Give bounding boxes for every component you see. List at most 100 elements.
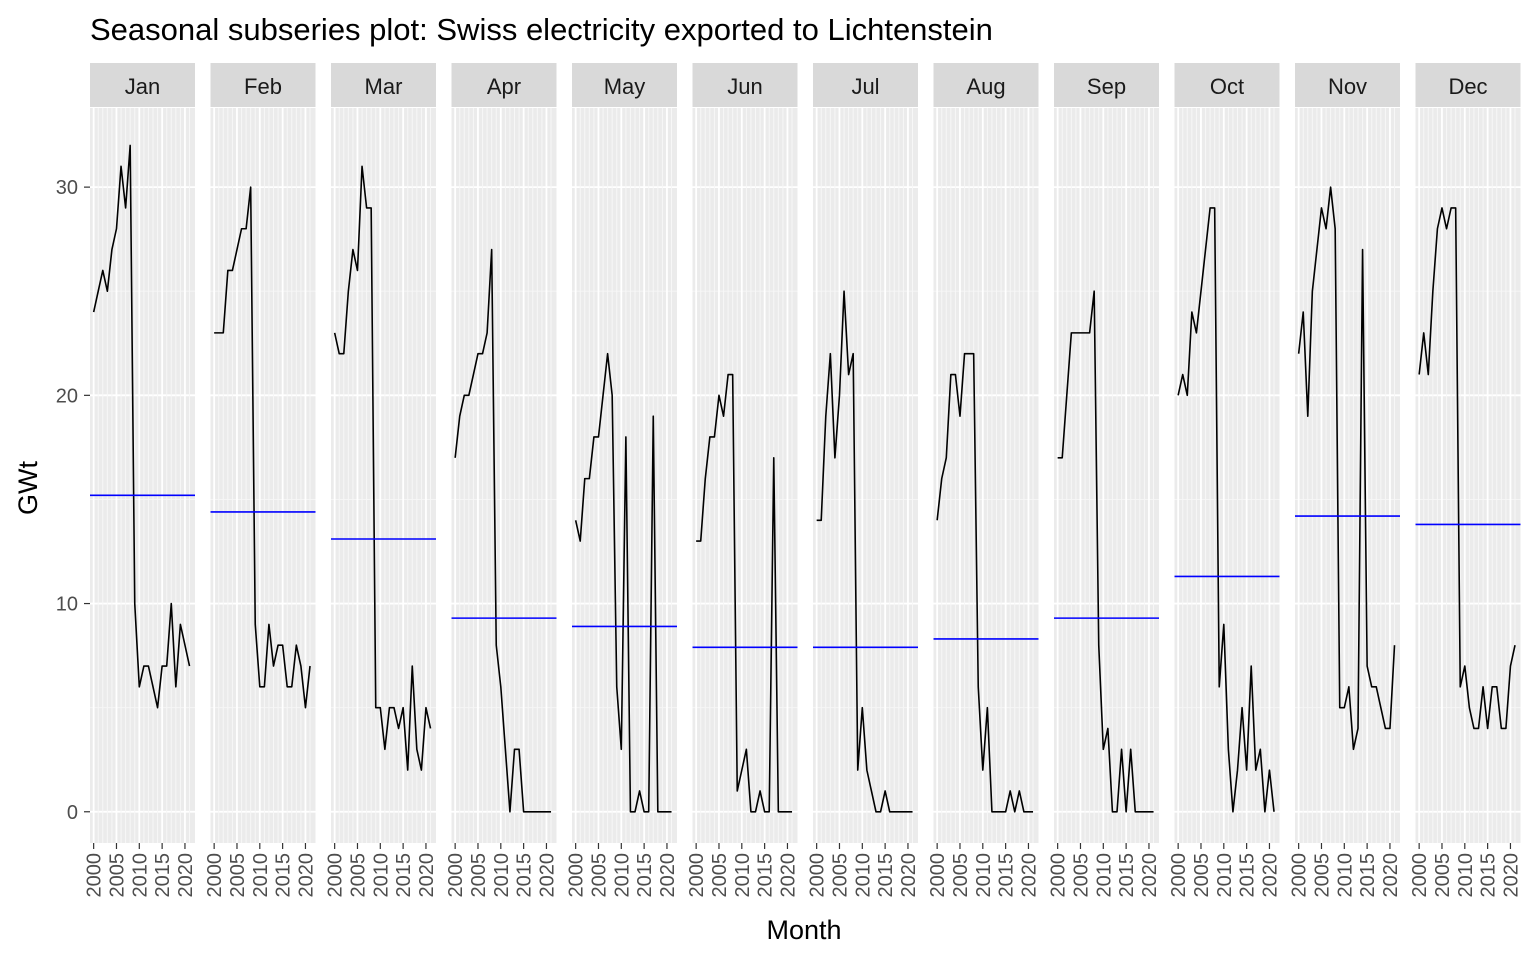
data-point [291, 686, 293, 688]
data-point [296, 644, 298, 646]
data-point [1501, 728, 1503, 730]
data-point [884, 790, 886, 792]
x-tick-label: 2020 [536, 853, 558, 898]
data-point [402, 707, 404, 709]
data-point [648, 811, 650, 813]
data-point [1330, 186, 1332, 188]
data-point [334, 332, 336, 334]
data-point [170, 603, 172, 605]
x-tick-label: 2015 [1237, 853, 1259, 898]
x-tick-label: 2020 [1259, 853, 1281, 898]
y-axis: 0 10 20 30 [56, 177, 90, 824]
x-tick-label: 2020 [416, 853, 438, 898]
x-tick-label: 2005 [106, 853, 128, 898]
data-point [657, 811, 659, 813]
data-point [1009, 790, 1011, 792]
data-point [968, 353, 970, 355]
data-point [116, 228, 118, 230]
data-point [1427, 374, 1429, 376]
data-point [1205, 249, 1207, 251]
data-point [416, 749, 418, 751]
strip-background [210, 63, 316, 107]
data-point [666, 811, 668, 813]
data-point [541, 811, 543, 813]
data-point [1125, 811, 1127, 813]
data-point [1080, 332, 1082, 334]
data-point [380, 707, 382, 709]
strip-label-oct: Oct [1210, 74, 1244, 99]
x-tick-label: 2020 [1500, 853, 1522, 898]
data-point [830, 353, 832, 355]
x-tick-label: 2005 [709, 853, 731, 898]
data-point [1196, 332, 1198, 334]
data-point [1385, 728, 1387, 730]
data-point [189, 665, 191, 667]
data-point [1023, 811, 1025, 813]
data-point [741, 769, 743, 771]
x-tick-label: 2020 [175, 853, 197, 898]
data-point [1214, 207, 1216, 209]
data-point [1469, 707, 1471, 709]
x-tick-label: 2010 [611, 853, 633, 898]
data-point [732, 374, 734, 376]
strip-label-jul: Jul [851, 74, 879, 99]
data-point [1423, 332, 1425, 334]
data-point [1112, 811, 1114, 813]
x-tick-label: 2015 [514, 853, 536, 898]
data-point [1153, 811, 1155, 813]
x-tick-label: 2010 [1334, 853, 1356, 898]
data-point [950, 374, 952, 376]
data-point [398, 728, 400, 730]
data-point [1005, 811, 1007, 813]
data-point [213, 332, 215, 334]
data-point [1071, 332, 1073, 334]
x-tick-label: 2015 [875, 853, 897, 898]
data-point [352, 249, 354, 251]
data-point [245, 228, 247, 230]
data-point [236, 249, 238, 251]
data-point [107, 290, 109, 292]
data-point [1312, 290, 1314, 292]
data-point [987, 707, 989, 709]
data-point [500, 686, 502, 688]
data-point [273, 665, 275, 667]
data-point [491, 249, 493, 251]
x-tick-label: 2005 [227, 853, 249, 898]
x-tick-label: 2010 [732, 853, 754, 898]
x-tick-label: 2015 [273, 853, 295, 898]
panel-background [692, 108, 798, 843]
data-point [1057, 457, 1059, 459]
data-point [1375, 686, 1377, 688]
data-point [459, 415, 461, 417]
x-tick-label: 2000 [807, 853, 829, 898]
data-point [1241, 707, 1243, 709]
data-point [977, 686, 979, 688]
data-point [546, 811, 548, 813]
series-line-oct [1177, 207, 1275, 813]
strip-label-nov: Nov [1328, 74, 1367, 99]
data-point [241, 228, 243, 230]
data-point [1014, 811, 1016, 813]
data-point [616, 686, 618, 688]
data-point [527, 811, 529, 813]
x-tick-label: 2010 [250, 853, 272, 898]
x-tick-label: 2000 [566, 853, 588, 898]
data-point [1032, 811, 1034, 813]
data-point [1186, 395, 1188, 397]
data-point [1116, 811, 1118, 813]
data-point [903, 811, 905, 813]
x-tick-label: 2000 [1289, 853, 1311, 898]
data-point [514, 749, 516, 751]
data-point [1496, 686, 1498, 688]
data-point [750, 811, 752, 813]
data-point [1264, 811, 1266, 813]
data-point [411, 665, 413, 667]
data-point [338, 353, 340, 355]
data-point [880, 811, 882, 813]
data-point [1075, 332, 1077, 334]
data-point [857, 769, 859, 771]
strip-background [692, 63, 798, 107]
x-tick-label: 2015 [393, 853, 415, 898]
strip-background [572, 63, 677, 107]
